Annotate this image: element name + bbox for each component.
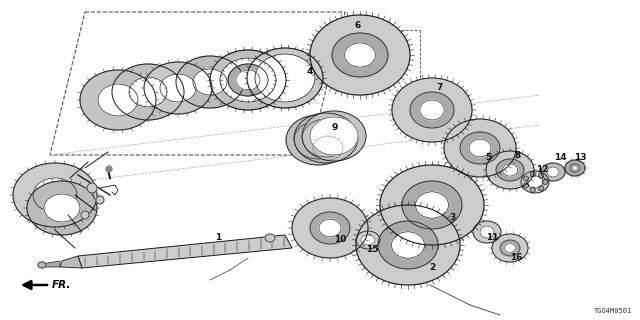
Circle shape [524,176,529,181]
Ellipse shape [33,178,77,212]
Ellipse shape [292,198,368,258]
Ellipse shape [319,219,341,237]
Ellipse shape [473,221,501,243]
Text: TGG4M0501: TGG4M0501 [594,308,632,314]
Circle shape [539,186,544,191]
Polygon shape [40,261,60,267]
Ellipse shape [247,48,323,108]
Ellipse shape [502,164,518,176]
Ellipse shape [504,244,515,252]
Ellipse shape [378,221,438,269]
Ellipse shape [294,113,358,163]
Circle shape [543,180,547,185]
Ellipse shape [361,235,375,245]
Ellipse shape [356,205,460,285]
Ellipse shape [521,171,549,193]
Text: 14: 14 [554,154,566,163]
Ellipse shape [265,234,275,242]
Text: 15: 15 [365,245,378,254]
Ellipse shape [541,163,565,181]
Ellipse shape [410,92,454,128]
Ellipse shape [302,119,350,157]
Ellipse shape [294,121,342,159]
Ellipse shape [380,165,484,245]
Text: 10: 10 [334,236,346,244]
Text: 13: 13 [573,154,586,163]
Ellipse shape [129,77,167,107]
Text: 16: 16 [509,253,522,262]
Ellipse shape [44,194,80,222]
Ellipse shape [492,234,528,262]
Circle shape [531,172,535,177]
Ellipse shape [255,54,315,102]
Ellipse shape [344,43,376,67]
Circle shape [96,196,104,204]
Circle shape [106,166,112,172]
Ellipse shape [444,119,516,177]
Circle shape [524,183,529,188]
Ellipse shape [332,33,388,77]
Text: 7: 7 [437,84,443,92]
Ellipse shape [38,262,46,268]
Ellipse shape [310,117,358,155]
Ellipse shape [415,192,449,218]
Ellipse shape [80,70,156,130]
Ellipse shape [392,78,472,142]
Ellipse shape [527,176,543,188]
Ellipse shape [176,56,244,108]
Text: 5: 5 [485,154,491,163]
Ellipse shape [547,167,559,177]
Ellipse shape [228,64,268,96]
Text: 1: 1 [215,234,221,243]
Polygon shape [60,256,82,268]
Ellipse shape [565,160,585,176]
Ellipse shape [486,151,534,189]
Ellipse shape [160,74,196,102]
Text: 8: 8 [515,151,521,161]
Ellipse shape [460,132,500,164]
Ellipse shape [570,164,580,172]
Ellipse shape [193,69,227,95]
Ellipse shape [402,181,462,229]
Ellipse shape [496,159,524,181]
Circle shape [87,183,97,193]
Circle shape [81,211,89,219]
Ellipse shape [469,139,491,157]
Polygon shape [78,235,292,268]
Ellipse shape [480,226,494,238]
Ellipse shape [392,232,424,258]
Ellipse shape [144,62,212,114]
Ellipse shape [310,212,350,244]
Ellipse shape [286,115,350,165]
Text: 11: 11 [486,234,499,243]
Ellipse shape [572,166,578,170]
Ellipse shape [210,50,286,110]
Text: 3: 3 [449,213,455,222]
Ellipse shape [310,15,410,95]
Ellipse shape [356,231,380,249]
Text: FR.: FR. [52,280,72,290]
Text: 9: 9 [332,124,338,132]
Circle shape [539,173,544,178]
Ellipse shape [302,111,366,161]
Text: 4: 4 [307,68,313,76]
Circle shape [531,187,535,192]
Ellipse shape [27,181,97,235]
Text: 12: 12 [536,165,548,174]
Ellipse shape [98,84,138,116]
Ellipse shape [236,70,260,90]
Ellipse shape [420,100,444,120]
Ellipse shape [500,240,520,256]
Ellipse shape [13,163,97,227]
Text: 6: 6 [355,20,361,29]
Ellipse shape [112,64,184,120]
Ellipse shape [220,58,276,102]
Text: 2: 2 [429,263,435,273]
